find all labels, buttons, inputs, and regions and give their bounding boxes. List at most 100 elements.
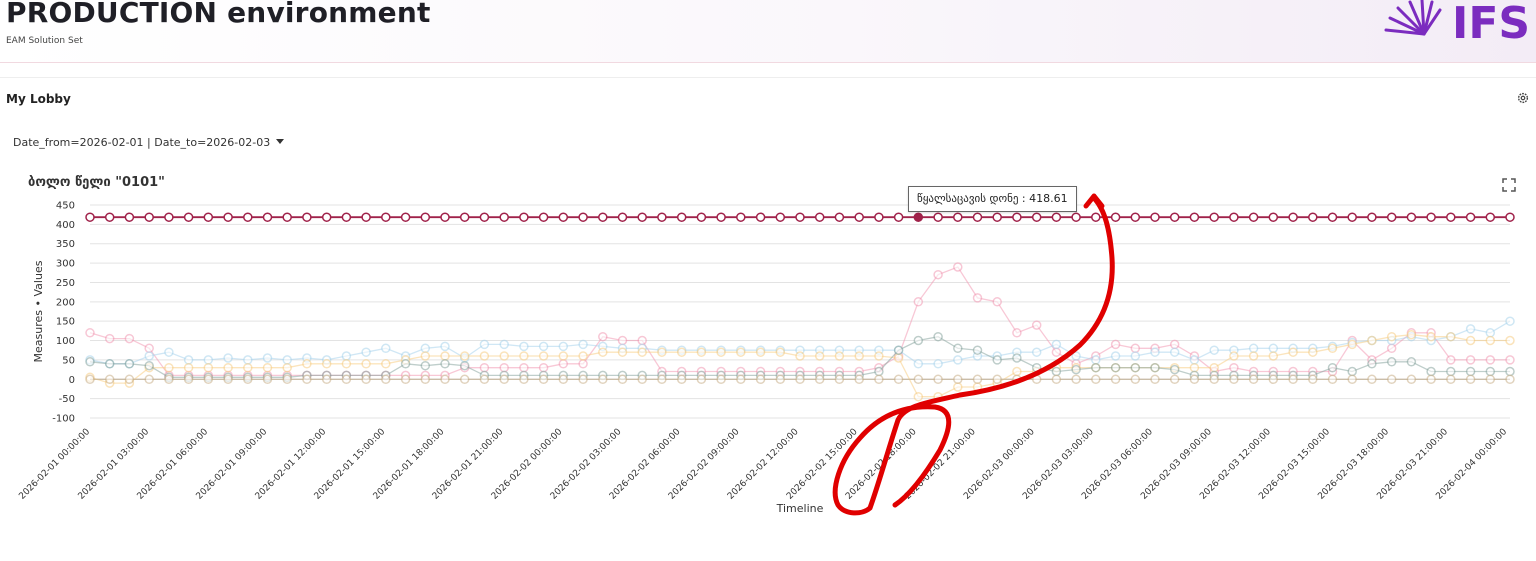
y-tick-label: 350	[56, 239, 75, 250]
date-filter-dropdown[interactable]: Date_from=2026-02-01 | Date_to=2026-02-0…	[13, 136, 285, 149]
data-point	[1485, 374, 1496, 385]
data-point	[775, 374, 786, 385]
data-point	[519, 212, 529, 222]
data-point	[538, 374, 549, 385]
data-point	[1229, 374, 1239, 385]
data-point	[716, 347, 726, 357]
data-point	[1169, 339, 1180, 350]
data-point	[676, 374, 687, 385]
expand-icon[interactable]	[1502, 178, 1516, 192]
solution-set-label: EAM Solution Set	[6, 36, 83, 46]
data-point	[479, 362, 490, 373]
data-point	[1485, 366, 1496, 377]
data-point	[755, 374, 766, 385]
data-point	[617, 347, 628, 357]
data-point	[1288, 347, 1298, 357]
data-point	[499, 212, 509, 222]
data-point	[972, 374, 983, 385]
data-point	[1071, 374, 1081, 385]
data-point	[913, 297, 924, 307]
data-point	[1012, 374, 1022, 385]
data-point	[1091, 362, 1101, 373]
data-point	[1150, 347, 1160, 357]
data-point	[321, 359, 332, 369]
data-point	[85, 374, 95, 385]
data-point	[617, 374, 628, 385]
data-point	[321, 374, 332, 385]
data-point	[1169, 347, 1180, 357]
data-point	[203, 362, 214, 373]
data-point	[1446, 366, 1456, 377]
data-point	[1189, 374, 1200, 385]
data-point	[1465, 366, 1476, 377]
data-point	[85, 328, 95, 338]
data-point	[420, 343, 431, 354]
data-point	[933, 269, 943, 280]
data-point	[598, 212, 608, 222]
data-point	[775, 212, 786, 222]
data-point	[420, 212, 431, 222]
data-point	[1012, 212, 1022, 222]
data-point	[972, 382, 983, 392]
data-point	[538, 341, 549, 352]
data-point	[1505, 212, 1515, 222]
data-point	[1367, 212, 1377, 222]
data-point	[479, 374, 490, 385]
data-point	[1031, 347, 1042, 357]
data-point	[913, 391, 924, 402]
data-point	[1169, 374, 1180, 385]
data-point	[243, 355, 253, 365]
data-point	[578, 374, 588, 385]
data-point	[637, 212, 647, 222]
data-point	[1268, 374, 1279, 385]
data-point	[104, 359, 115, 369]
data-point	[1327, 343, 1338, 354]
data-point	[341, 374, 352, 385]
data-point	[893, 345, 904, 355]
data-point	[479, 339, 490, 350]
data-point	[1012, 366, 1022, 377]
data-point	[558, 351, 569, 361]
data-point	[1031, 212, 1042, 222]
y-tick-label: 50	[62, 355, 75, 366]
data-point	[1051, 366, 1062, 377]
lobby-bar: My Lobby	[0, 77, 1536, 118]
data-point	[814, 351, 825, 361]
data-point	[361, 212, 371, 222]
data-point	[1248, 351, 1259, 361]
environment-banner: PRODUCTION environment EAM Solution Set …	[0, 0, 1536, 63]
data-point	[1308, 212, 1318, 222]
data-point	[124, 359, 135, 369]
data-point	[953, 343, 963, 354]
data-point	[1327, 362, 1338, 373]
data-point	[657, 212, 667, 222]
data-point	[104, 374, 115, 385]
y-axis-label: Measures • Values	[32, 260, 45, 362]
data-point	[183, 374, 194, 385]
data-point	[795, 374, 805, 385]
data-point	[696, 212, 707, 222]
data-point	[302, 374, 312, 385]
data-point	[1485, 335, 1496, 346]
data-point	[1386, 374, 1397, 385]
data-point	[1229, 362, 1239, 373]
data-point	[302, 359, 312, 369]
data-point	[1110, 351, 1121, 361]
data-point	[933, 391, 943, 402]
x-axis-label: Timeline	[776, 502, 824, 515]
data-point	[558, 212, 569, 222]
data-point	[736, 374, 746, 385]
data-point	[1485, 212, 1496, 222]
data-point	[736, 212, 746, 222]
data-point	[617, 335, 628, 346]
data-point	[736, 347, 746, 357]
data-point	[814, 374, 825, 385]
data-point	[1130, 212, 1141, 222]
data-point	[992, 374, 1002, 385]
data-point	[1406, 374, 1417, 385]
data-point	[400, 374, 411, 385]
gear-icon[interactable]	[1516, 91, 1530, 105]
data-point	[1367, 374, 1377, 385]
data-point	[1465, 324, 1476, 334]
data-point	[874, 212, 884, 222]
